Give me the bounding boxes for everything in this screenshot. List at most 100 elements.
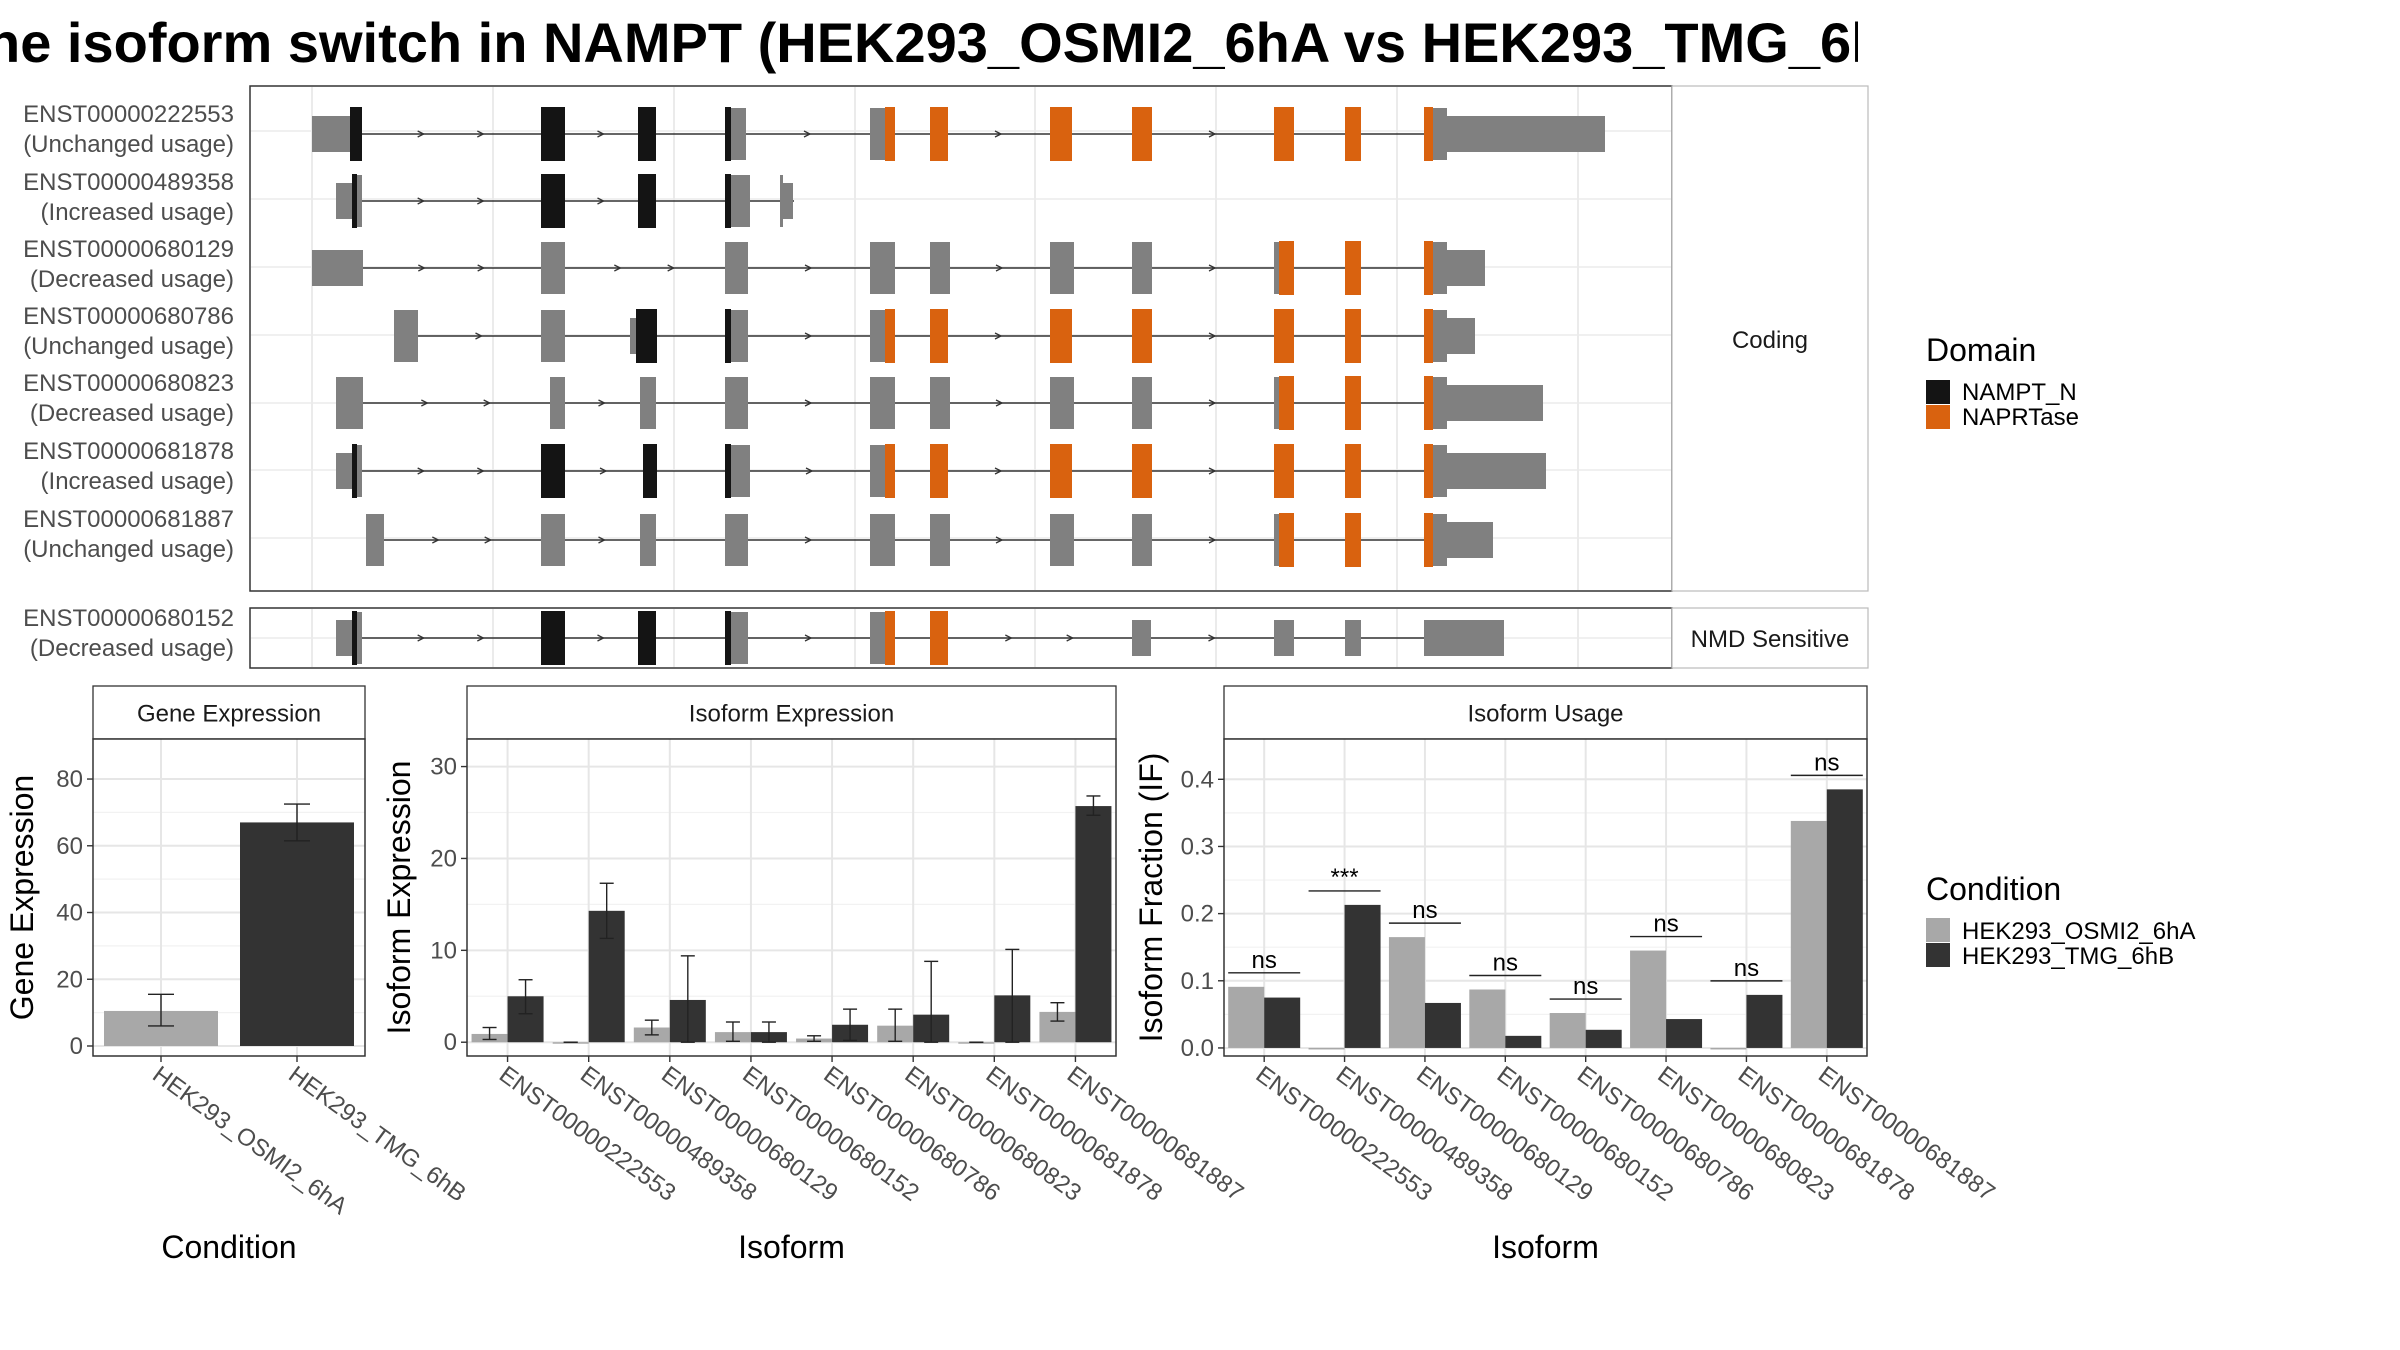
y-tick-label: 0 [70,1033,83,1060]
bar-mark [1585,1029,1622,1048]
coding-exon [356,107,362,161]
significance-label: ns [1734,955,1759,982]
coding-exon [541,444,565,498]
bar-mark [1424,1002,1461,1048]
coding-transcript [336,174,794,228]
condition-legend-swatch [1926,918,1950,942]
significance-label: ns [1573,973,1598,1000]
bar-mark [1666,1019,1703,1048]
coding-arrow-mark [599,467,608,475]
coding-exon [1132,444,1152,498]
condition-legend-label: HEK293_TMG_6hB [1962,943,2174,970]
coding-transcript [366,513,1493,567]
coding-exon [541,310,565,362]
bar-mark [1790,820,1827,1048]
coding-arrow-mark [994,467,1003,475]
coding-exon [885,309,895,363]
bar-mark [1549,1013,1586,1048]
nmd-exon [1132,620,1136,656]
coding-exon [1447,385,1543,421]
coding-arrow-mark [803,130,812,138]
coding-exon [1050,377,1074,429]
nmd-exon [336,620,352,656]
coding-strip [1671,85,1869,592]
transcript-usage-label: (Decreased usage) [30,635,234,662]
coding-exon [541,242,565,294]
coding-exon [352,174,357,228]
coding-arrow-mark [995,536,1004,544]
coding-exon [1279,376,1294,430]
coding-exon [1345,376,1361,430]
bar-mark [1746,994,1783,1048]
coding-exon [1447,250,1485,286]
coding-exon [885,444,895,498]
isoform-expression-panel: Isoform Expression0102030ENST00000222553… [381,685,1248,1265]
coding-arrow-mark [477,197,485,205]
bar-mark [552,1042,589,1044]
isoform-usage-panel: Isoform Usage ns *** ns ns ns ns ns ns 0.0 0.1 0.2 0… [1133,685,2000,1265]
nmd-exon [930,611,948,665]
nmd-arrow-mark [477,634,485,642]
transcript-id-label: ENST00000680129 [23,236,234,263]
coding-arrow-mark [597,197,605,205]
coding-exon [870,242,895,294]
transcript-id-label: ENST00000680823 [23,370,234,397]
strip-label-coding: Coding [1732,327,1808,354]
coding-exon [1274,107,1294,161]
coding-arrow-mark [418,264,426,272]
y-tick-label: 80 [56,766,83,793]
nmd-exon [870,612,885,664]
coding-transcript [336,444,1546,498]
coding-arrow-mark [477,467,485,475]
nmd-transcript [336,611,1504,665]
panel-strip [92,685,366,740]
coding-exon [312,250,363,286]
coding-exon [870,514,895,566]
coding-arrow-mark [598,536,606,544]
coding-exon [350,107,360,161]
bar-mark [1630,950,1667,1048]
y-tick-label: 0.1 [1181,968,1214,995]
y-tick-label: 0.0 [1181,1035,1214,1062]
coding-exon [1274,377,1279,429]
bar-mark [1388,937,1425,1048]
coding-transcript [312,107,1605,161]
significance-label: ns [1493,950,1518,977]
condition-legend-title: Condition [1926,871,2061,907]
coding-arrow-mark [475,332,483,340]
coding-exon [352,444,357,498]
coding-exon [1424,241,1433,295]
y-axis-title: Isoform Fraction (IF) [1133,753,1169,1043]
coding-exon [885,107,895,161]
significance-label: ns [1653,911,1678,938]
coding-exon [930,107,948,161]
plot-frame [1223,738,1868,1057]
bar-mark [958,1042,995,1044]
coding-exon [1050,514,1074,566]
domain-legend-title: Domain [1926,332,2036,368]
coding-transcript [336,376,1543,430]
coding-exon [1433,514,1447,566]
coding-arrow-mark [1208,399,1217,407]
coding-exon [725,242,748,294]
strip-label-nmd: NMD Sensitive [1691,626,1850,653]
nmd-exon [357,612,362,664]
nmd-arrow-mark [1005,634,1013,642]
figure-title: he isoform switch in NAMPT (HEK293_OSMI2… [0,11,1858,74]
coding-arrow-mark [804,536,813,544]
condition-legend-swatch [1926,943,1950,967]
domain-legend-swatch [1926,405,1950,429]
transcript-usage-label: (Unchanged usage) [23,131,234,158]
bar-mark [1228,986,1265,1048]
coding-exon [930,444,948,498]
coding-exon [640,377,656,429]
coding-exon [930,242,950,294]
nmd-arrow-mark [1066,634,1075,642]
y-tick-label: 10 [430,937,457,964]
domain-legend-swatch [1926,380,1950,404]
coding-exon [725,309,731,363]
coding-arrow-mark [994,332,1003,340]
coding-exon [1132,309,1152,363]
y-axis-title: Isoform Expression [381,761,417,1035]
domain-legend-label: NAMPT_N [1962,379,2077,406]
